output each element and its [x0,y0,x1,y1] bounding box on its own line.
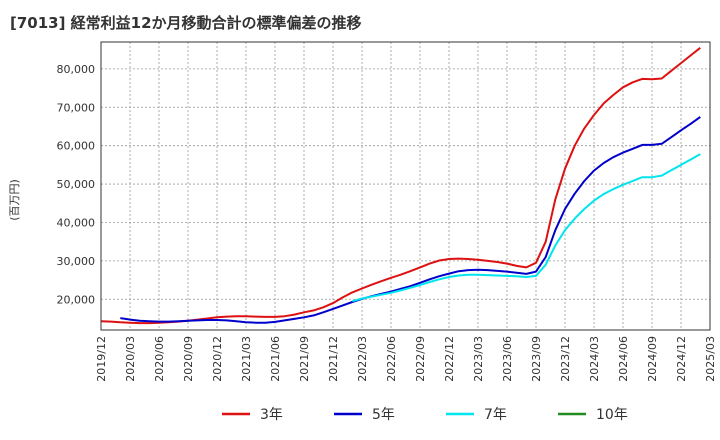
x-tick-label: 2022/03 [356,336,369,382]
series-line-5年 [120,116,701,324]
x-tick-label: 2020/03 [124,336,137,382]
x-tick-label: 2023/12 [559,336,572,382]
legend-label: 10年 [596,407,628,423]
legend: 3年 5年 7年 10年 [222,407,628,423]
x-tick-label: 2020/09 [182,336,195,382]
legend-label: 3年 [260,407,283,423]
x-tick-label: 2024/09 [646,336,659,382]
y-axis-label: (百万円) [8,179,21,221]
plot-frame [100,41,711,331]
legend-label: 5年 [372,407,395,423]
x-tick-label: 2022/06 [385,336,398,382]
y-tick-label: 20,000 [57,293,96,306]
x-tick-label: 2024/06 [617,336,630,382]
series-line-3年 [100,47,701,325]
x-tick-label: 2024/12 [675,336,688,382]
y-tick-label: 70,000 [57,101,96,114]
x-tick-label: 2019/12 [95,336,108,382]
x-tick-label: 2022/09 [414,336,427,382]
x-tick-label: 2023/09 [530,336,543,382]
y-tick-label: 30,000 [57,255,96,268]
x-tick-label: 2021/06 [269,336,282,382]
x-tick-label: 2021/09 [298,336,311,382]
y-tick-label: 80,000 [57,63,96,76]
x-tick-label: 2021/03 [240,336,253,382]
x-tick-label: 2023/03 [472,336,485,382]
x-tick-label: 2020/06 [153,336,166,382]
y-tick-label: 60,000 [57,140,96,153]
x-tick-label: 2023/06 [501,336,514,382]
x-tick-label: 2024/03 [588,336,601,382]
y-tick-label: 40,000 [57,216,96,229]
series-line-7年 [352,153,701,303]
x-tick-label: 2021/12 [327,336,340,382]
y-tick-labels: 20,000 30,000 40,000 50,000 60,000 70,000 80,0… [57,63,96,306]
chart-title: [7013] 経常利益12か月移動合計の標準偏差の推移 [10,14,362,32]
x-tick-label: 2020/12 [211,336,224,382]
legend-label: 7年 [484,407,507,423]
x-tick-labels: 2019/12 2020/03 2020/06 2020/09 2020/12 2021/… [95,336,717,382]
y-tick-label: 50,000 [57,178,96,191]
x-tick-label: 2025/03 [704,336,717,382]
series-lines [100,47,701,325]
x-tick-label: 2022/12 [443,336,456,382]
